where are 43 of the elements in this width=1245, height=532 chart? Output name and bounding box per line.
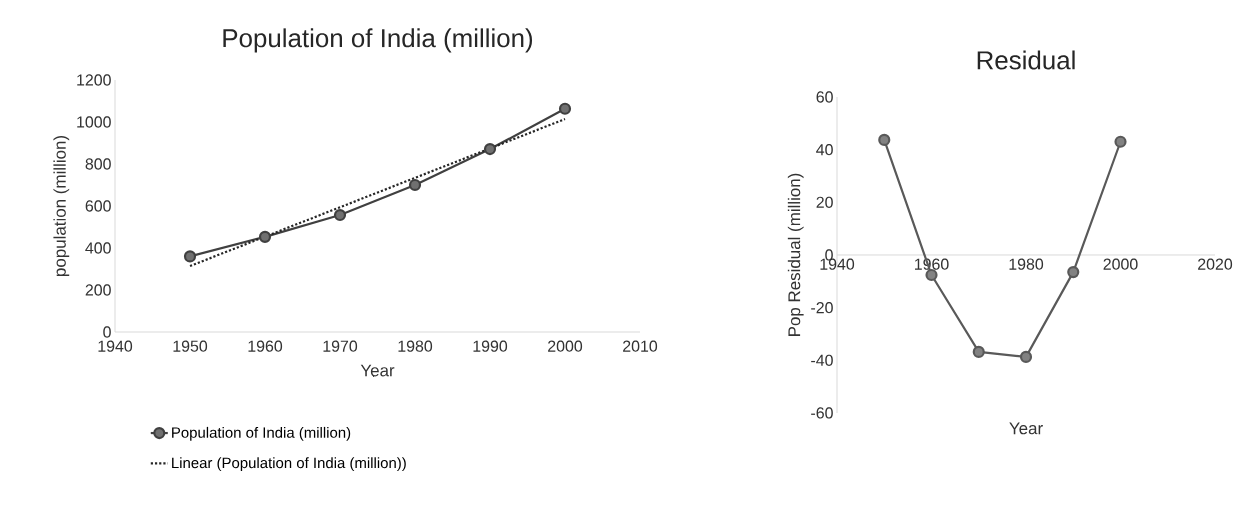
x-tick-label: 2020 — [1198, 258, 1233, 270]
y-tick-label: -20 — [811, 302, 833, 314]
x-tick-label: 1950 — [173, 340, 208, 352]
x-tick-label: 1990 — [473, 340, 508, 352]
y-axis-title: population (million) — [53, 136, 70, 276]
point — [183, 250, 197, 263]
y-tick-label: 0 — [103, 326, 111, 338]
point — [333, 208, 347, 222]
y-tick-label: 800 — [85, 158, 111, 170]
point — [483, 142, 497, 156]
y-tick-label: 20 — [816, 196, 833, 208]
x-tick-label: 1940 — [98, 340, 133, 352]
y-tick-label: 40 — [816, 144, 833, 156]
x-tick-label: 1980 — [398, 340, 433, 352]
point — [1067, 266, 1080, 279]
x-tick-label: 2000 — [548, 340, 583, 352]
point — [972, 345, 985, 358]
legend-label: Population of India (million) — [172, 426, 351, 441]
point — [878, 133, 891, 146]
x-axis-title: Year — [360, 364, 395, 377]
x-tick-label: 2000 — [1103, 258, 1138, 270]
point — [1114, 135, 1127, 148]
point — [408, 178, 422, 192]
y-axis-title: Pop Residual (million) — [787, 173, 804, 336]
point — [1019, 350, 1033, 363]
x-tick-label: 1980 — [1009, 258, 1044, 270]
x-tick-label: 2010 — [623, 340, 658, 352]
y-tick-label: 600 — [85, 200, 111, 212]
x-tick-label: 1970 — [323, 340, 358, 352]
y-tick-label: -60 — [811, 407, 833, 419]
y-tick-label: 60 — [816, 91, 833, 103]
y-tick-label: 1200 — [77, 74, 111, 86]
y-tick-label: 200 — [85, 284, 111, 296]
chart-title: Population of India (million) — [223, 28, 533, 53]
point — [558, 102, 572, 115]
point — [258, 230, 272, 243]
chart-title: Residual — [977, 50, 1075, 70]
x-axis-title: Year — [1009, 422, 1043, 435]
y-tick-label: 1000 — [77, 116, 111, 128]
x-tick-label: 1960 — [248, 340, 283, 352]
legend-label: Linear (Population of India (million)) — [172, 457, 406, 472]
y-tick-label: 400 — [85, 242, 111, 254]
y-tick-label: -40 — [811, 354, 833, 366]
